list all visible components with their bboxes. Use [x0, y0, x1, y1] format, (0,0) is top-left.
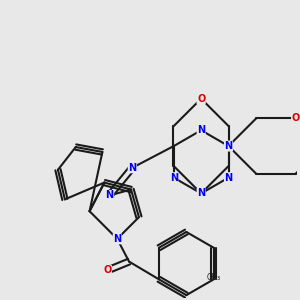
Text: O: O	[292, 113, 300, 123]
Text: N: N	[224, 141, 232, 151]
Text: N: N	[106, 190, 114, 200]
Text: N: N	[113, 234, 121, 244]
Text: N: N	[128, 163, 136, 173]
Text: N: N	[197, 125, 205, 135]
Text: N: N	[170, 172, 178, 183]
Text: N: N	[197, 188, 205, 198]
Text: N: N	[224, 172, 232, 183]
Text: CH₃: CH₃	[207, 273, 221, 282]
Text: O: O	[103, 266, 112, 275]
Text: O: O	[197, 94, 205, 104]
